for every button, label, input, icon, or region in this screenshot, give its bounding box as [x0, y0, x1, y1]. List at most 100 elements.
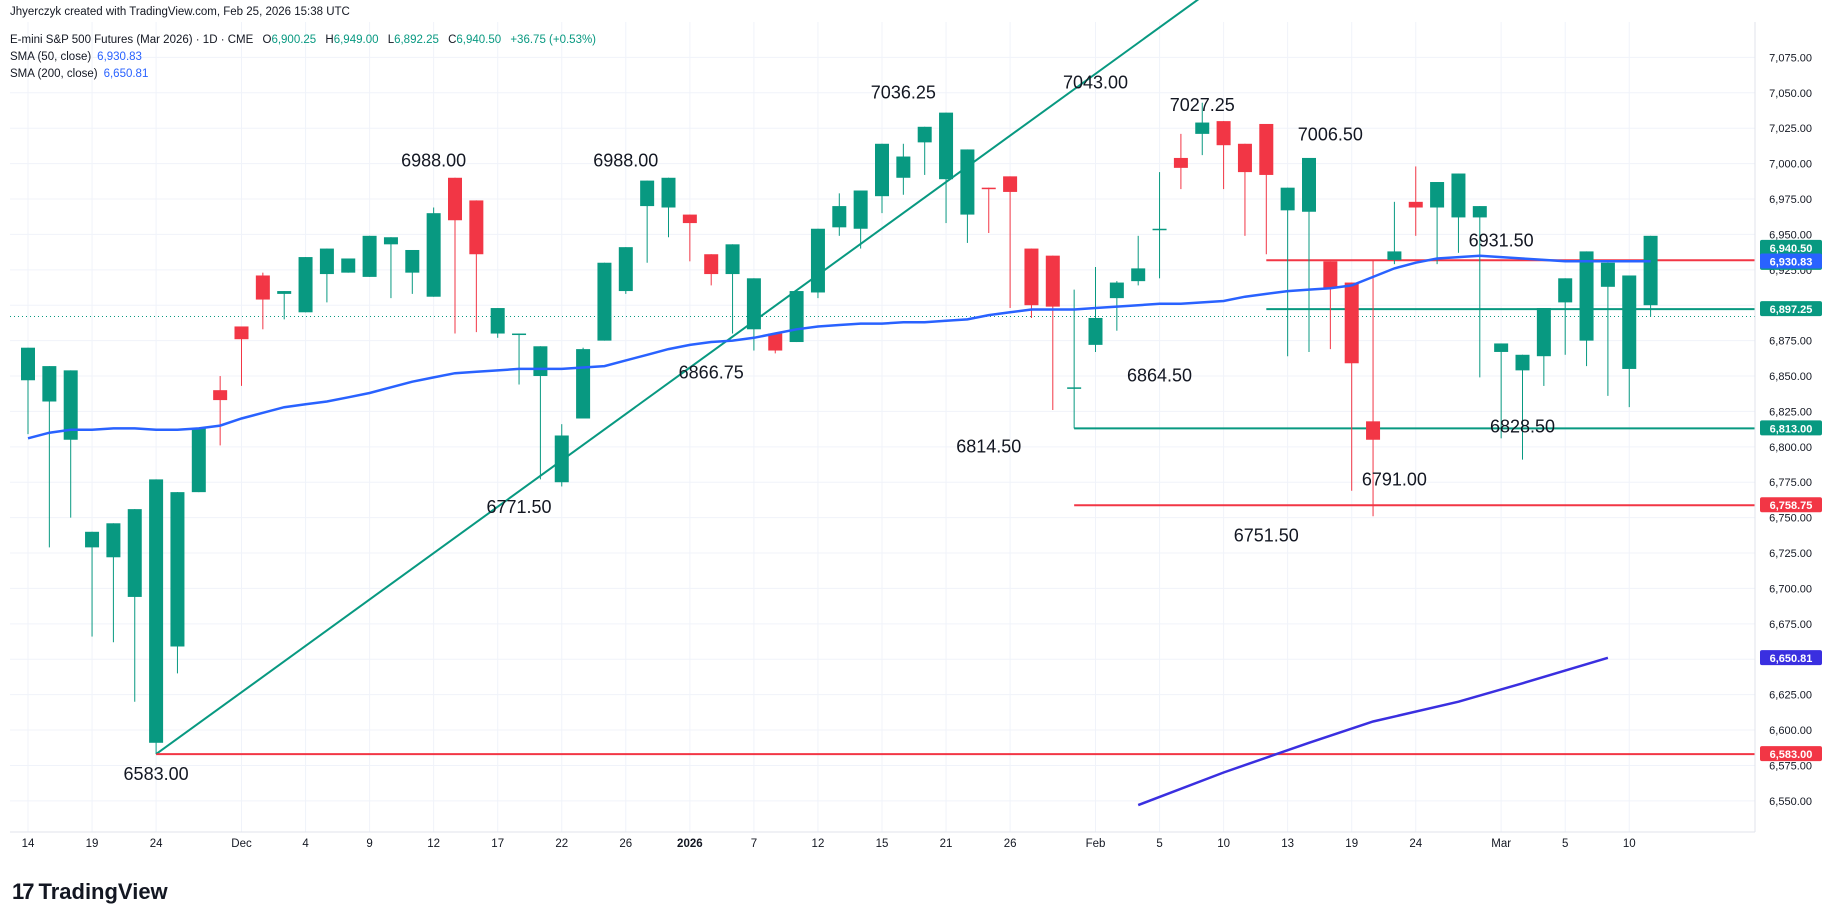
candle-body: [917, 126, 932, 143]
level-price-tag-bg: [1760, 497, 1822, 513]
candle: [298, 257, 313, 313]
candle-body: [1045, 255, 1060, 307]
candle-body: [234, 326, 249, 340]
candle-body: [1259, 123, 1274, 175]
x-tick-label: 12: [812, 838, 825, 850]
candle-body: [640, 180, 655, 207]
price-annotation: 6814.50: [956, 436, 1021, 456]
price-tag-bg: [1760, 253, 1822, 269]
y-tick-label: 6,675.00: [1769, 619, 1812, 631]
sma200-label: SMA (200, close): [10, 68, 98, 80]
candle: [127, 509, 142, 702]
candle-body: [768, 333, 783, 351]
candle: [1045, 255, 1060, 411]
candle: [255, 272, 270, 330]
candle-body: [149, 479, 164, 743]
candle: [1451, 173, 1466, 253]
candle-body: [1067, 387, 1082, 389]
candle: [1430, 182, 1445, 265]
x-tick-label: 14: [22, 838, 35, 850]
candle: [341, 258, 356, 273]
candle: [426, 207, 441, 297]
x-tick-label: 19: [86, 838, 99, 850]
candle-body: [1216, 121, 1231, 146]
x-tick-label: 9: [366, 838, 372, 850]
candle-body: [362, 235, 377, 277]
candle: [234, 326, 249, 386]
candle: [682, 214, 697, 262]
price-tag-bg: [1760, 650, 1822, 666]
candle-body: [512, 333, 527, 336]
candle-body: [85, 531, 100, 548]
y-tick-label: 7,025.00: [1769, 123, 1812, 135]
candle: [1152, 172, 1167, 279]
y-tick-label: 6,850.00: [1769, 371, 1812, 383]
candle-body: [875, 143, 889, 197]
tradingview-logo-icon: 17: [12, 879, 35, 904]
sma200-line: [1137, 656, 1609, 807]
candle: [1131, 235, 1146, 286]
candle-body: [1451, 173, 1466, 218]
candle: [1515, 354, 1530, 460]
candle: [768, 333, 783, 354]
candle-body: [1088, 317, 1103, 345]
price-annotation: 6583.00: [124, 764, 189, 784]
sma50-legend[interactable]: SMA (50, close) 6,930.83: [10, 51, 148, 63]
price-annotation: 6791.00: [1362, 470, 1427, 490]
x-tick-label: 26: [619, 838, 632, 850]
candle: [1280, 187, 1295, 357]
candle-body: [255, 275, 270, 300]
candle: [810, 228, 825, 299]
tradingview-logo[interactable]: 17 TradingView: [12, 879, 168, 905]
candle: [1216, 121, 1231, 190]
level-price-tag-bg: [1760, 301, 1822, 317]
candle: [448, 177, 462, 334]
candle-body: [1131, 268, 1146, 282]
price-annotation: 6866.75: [679, 362, 744, 382]
ohlc-change: +36.75 (+0.53%): [510, 34, 597, 46]
candle-body: [1024, 248, 1039, 306]
candle: [1387, 201, 1402, 265]
x-tick-label: 15: [876, 838, 889, 850]
price-annotation: 6864.50: [1127, 365, 1192, 385]
candle: [1579, 251, 1594, 367]
candle-body: [789, 291, 804, 343]
candle-body: [618, 247, 633, 292]
candle-body: [127, 509, 142, 597]
ohlc-open: O6,900.25: [262, 34, 317, 46]
sma50-value: 6,930.83: [97, 51, 142, 63]
price-tag: 6,650.81: [1770, 653, 1813, 665]
candle-body: [1152, 228, 1167, 231]
candle-body: [1109, 282, 1124, 299]
sma50-line: [27, 254, 1651, 440]
y-tick-label: 7,050.00: [1769, 88, 1812, 100]
candle: [85, 531, 100, 637]
candle: [661, 177, 676, 238]
symbol-legend[interactable]: E-mini S&P 500 Futures (Mar 2026) · 1D ·…: [10, 34, 602, 46]
sma200-legend[interactable]: SMA (200, close) 6,650.81: [10, 68, 154, 80]
candle-body: [832, 206, 847, 228]
x-tick-label: 17: [491, 838, 504, 850]
candle-body: [341, 258, 356, 273]
price-tag: 6,930.83: [1770, 257, 1813, 269]
trendline: [155, 0, 1200, 755]
candle-body: [170, 492, 185, 647]
candle-body: [1237, 143, 1252, 173]
brand-name: TradingView: [38, 879, 168, 904]
candle: [191, 428, 206, 493]
candle-body: [191, 428, 206, 493]
candle: [1622, 275, 1637, 408]
y-tick-label: 6,600.00: [1769, 725, 1812, 737]
candle-body: [298, 257, 313, 313]
candle-body: [1515, 354, 1530, 371]
price-annotation: 7036.25: [871, 82, 936, 102]
candle-body: [383, 237, 398, 245]
candle: [960, 149, 975, 243]
y-tick-label: 6,875.00: [1769, 336, 1812, 348]
candle-body: [469, 200, 484, 255]
level-price-tag: 6,813.00: [1770, 423, 1813, 435]
candle-body: [490, 308, 505, 334]
price-annotation: 7006.50: [1298, 124, 1363, 144]
level-price-tag-bg: [1760, 420, 1822, 436]
